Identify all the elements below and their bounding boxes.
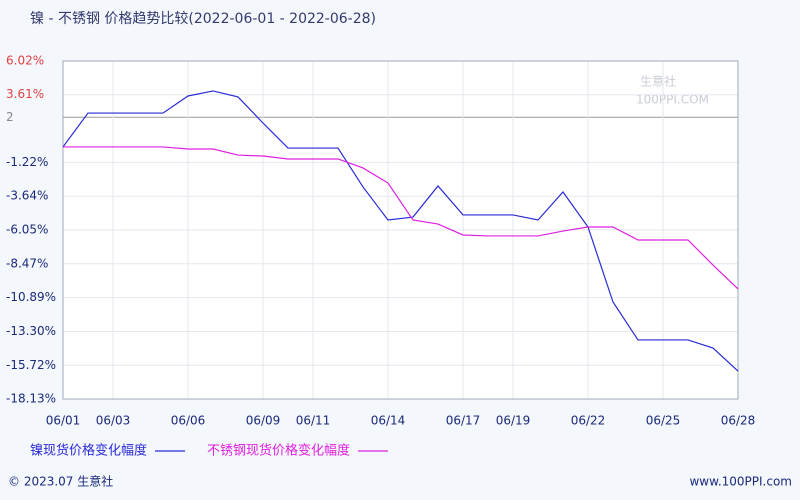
y-tick-label: -10.89% xyxy=(6,290,56,304)
x-tick-label: 06/17 xyxy=(446,414,481,428)
x-tick-label: 06/03 xyxy=(96,414,131,428)
footer: www.100PPI.com xyxy=(689,475,792,489)
y-tick-label: 3.61% xyxy=(6,87,44,101)
line-series xyxy=(62,90,739,372)
plot-border xyxy=(62,60,739,400)
legend-label: 不锈钢现货价格变化幅度 xyxy=(207,443,350,459)
x-tick-label: 06/09 xyxy=(246,414,281,428)
y-tick-label: 2 xyxy=(6,110,14,124)
line-series xyxy=(63,146,739,290)
x-tick-label: 06/11 xyxy=(296,414,331,428)
y-tick-label: -13.30% xyxy=(6,324,56,338)
x-tick-label: 06/06 xyxy=(171,414,206,428)
chart-title: 镍 - 不锈钢 价格趋势比较(2022-06-01 - 2022-06-28) xyxy=(30,11,376,27)
x-tick-label: 06/22 xyxy=(571,414,606,428)
x-tick-label: 06/25 xyxy=(646,414,681,428)
y-tick-label: -8.47% xyxy=(6,256,48,270)
legend-label: 镍现货价格变化幅度 xyxy=(30,443,147,459)
watermark: 生意社 xyxy=(640,74,676,89)
y-tick-label: -15.72% xyxy=(6,358,56,372)
watermark: 100PPI.COM xyxy=(636,93,709,107)
y-tick-label: -3.64% xyxy=(6,189,48,203)
x-tick-label: 06/28 xyxy=(721,414,756,428)
footer: © 2023.07 生意社 xyxy=(8,474,113,489)
y-tick-label: -18.13% xyxy=(6,392,56,406)
x-tick-label: 06/14 xyxy=(371,414,406,428)
y-tick-label: 6.02% xyxy=(6,54,44,68)
y-tick-label: -6.05% xyxy=(6,222,48,236)
y-tick-label: -1.22% xyxy=(6,155,48,169)
x-tick-label: 06/19 xyxy=(496,414,531,428)
x-tick-label: 06/01 xyxy=(46,414,81,428)
